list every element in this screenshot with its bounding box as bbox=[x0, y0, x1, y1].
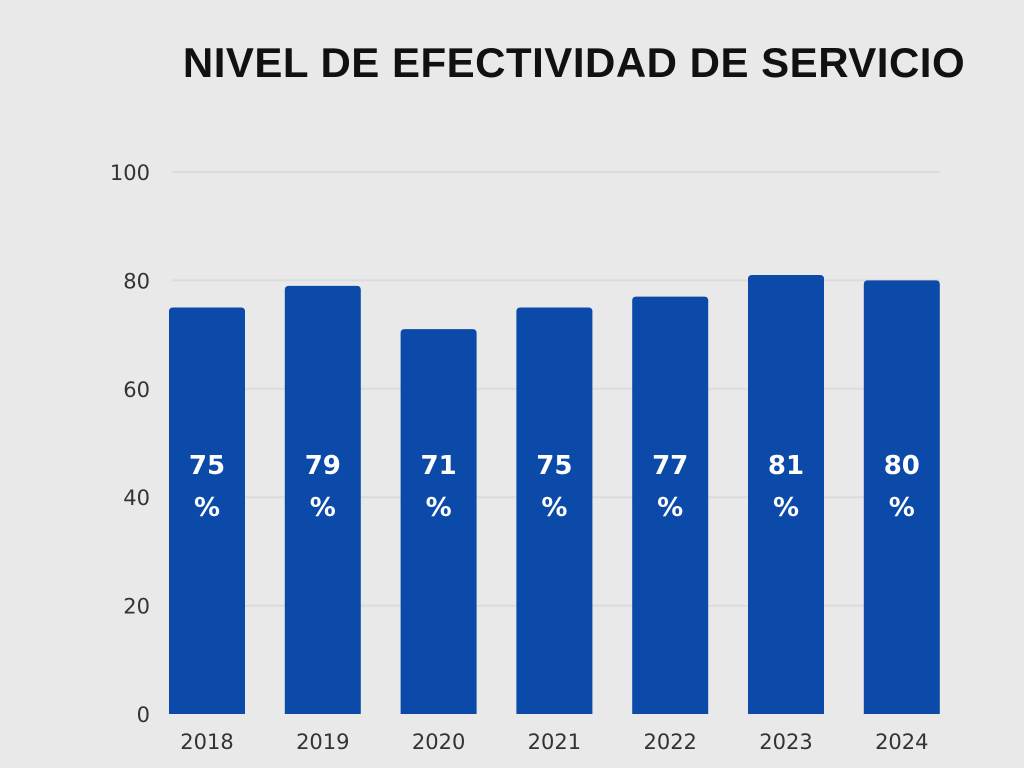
data-label-unit: % bbox=[194, 493, 220, 523]
data-label: 75 bbox=[189, 451, 225, 481]
data-label: 79 bbox=[305, 451, 341, 481]
data-label-unit: % bbox=[310, 493, 336, 523]
data-label: 81 bbox=[768, 451, 804, 481]
data-label: 75 bbox=[536, 451, 572, 481]
x-tick-label: 2021 bbox=[528, 730, 581, 754]
chart-title: NIVEL DE EFECTIVIDAD DE SERVICIO bbox=[182, 39, 966, 86]
data-label: 71 bbox=[421, 451, 457, 481]
bar-2019 bbox=[284, 285, 361, 714]
bar-2022 bbox=[632, 296, 709, 714]
y-tick-label: 20 bbox=[123, 595, 150, 619]
x-tick-label: 2023 bbox=[759, 730, 812, 754]
bar-2021 bbox=[516, 307, 593, 714]
bar-2024 bbox=[863, 280, 940, 714]
data-label-unit: % bbox=[541, 493, 567, 523]
bar-2020 bbox=[400, 329, 477, 714]
data-label: 80 bbox=[884, 451, 920, 481]
data-label-unit: % bbox=[426, 493, 452, 523]
y-tick-label: 0 bbox=[137, 703, 150, 727]
bar-2023 bbox=[748, 274, 824, 714]
x-tick-label: 2024 bbox=[875, 730, 928, 754]
data-label-unit: % bbox=[657, 493, 683, 523]
data-label: 77 bbox=[652, 451, 688, 481]
y-tick-label: 40 bbox=[123, 486, 150, 510]
data-label-unit: % bbox=[773, 493, 799, 523]
y-tick-label: 60 bbox=[123, 378, 150, 402]
x-tick-label: 2022 bbox=[643, 730, 696, 754]
y-tick-label: 80 bbox=[123, 269, 150, 293]
x-tick-label: 2019 bbox=[296, 730, 349, 754]
bar-2018 bbox=[169, 307, 245, 714]
y-tick-label: 100 bbox=[110, 161, 150, 185]
data-label-unit: % bbox=[889, 493, 915, 523]
x-tick-label: 2018 bbox=[180, 730, 233, 754]
x-tick-label: 2020 bbox=[412, 730, 465, 754]
